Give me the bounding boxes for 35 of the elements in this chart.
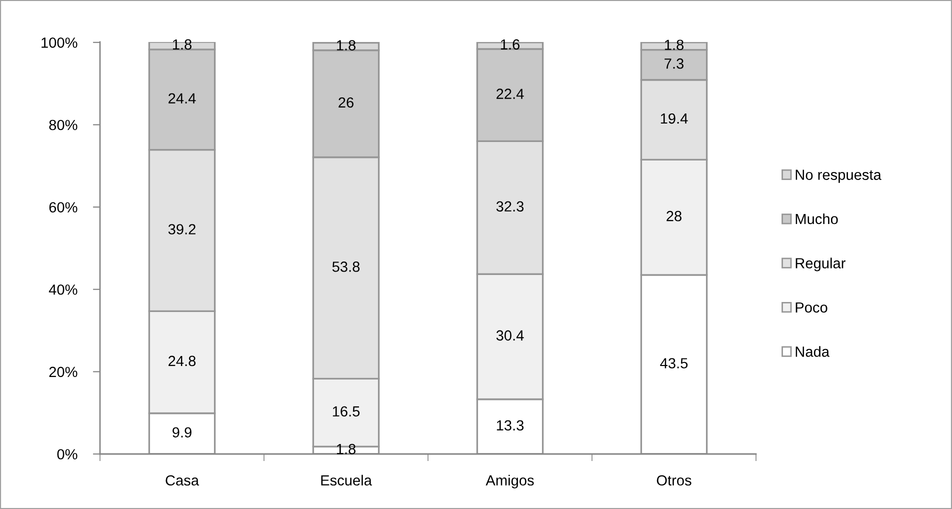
y-tick-label: 80% [49,120,78,130]
legend-label: Mucho [796,213,838,224]
data-label: 16.5 [332,406,360,417]
data-label: 1.8 [336,40,356,50]
data-label: 24.8 [168,356,196,366]
data-label: 1.8 [664,40,684,50]
x-tick-label: Escuela [321,474,372,486]
data-label: 1.8 [336,444,356,454]
data-label: 39.2 [168,224,196,234]
data-label: 7.3 [664,58,684,69]
data-label: 19.4 [660,113,688,124]
data-label: 30.4 [496,330,524,341]
data-label: 1.8 [172,39,192,50]
y-tick-label: 20% [49,366,78,378]
y-tick-label: 40% [48,284,78,295]
legend-label: Nada [796,346,830,357]
data-label: 24.4 [168,93,196,104]
x-tick-label: Amigos [486,474,534,488]
data-label: 22.4 [496,88,524,99]
data-label: 43.5 [660,358,688,368]
data-label: 53.8 [332,262,360,272]
y-tick-label: 0% [57,449,78,460]
data-label: 9.9 [172,427,192,438]
legend-label: Regular [796,258,846,272]
data-label: 26 [338,97,354,108]
data-label: 28 [666,210,682,222]
y-tick-label: 100% [42,38,78,48]
legend-label: No respuesta [796,170,882,183]
data-label: 32.3 [496,201,524,212]
x-tick-label: Casa [166,475,200,486]
data-label: 1.6 [500,39,520,50]
x-tick-label: Otros [656,475,692,486]
data-label: 13.3 [496,420,524,431]
legend-label: Poco [796,302,828,313]
y-tick-label: 60% [49,202,78,212]
